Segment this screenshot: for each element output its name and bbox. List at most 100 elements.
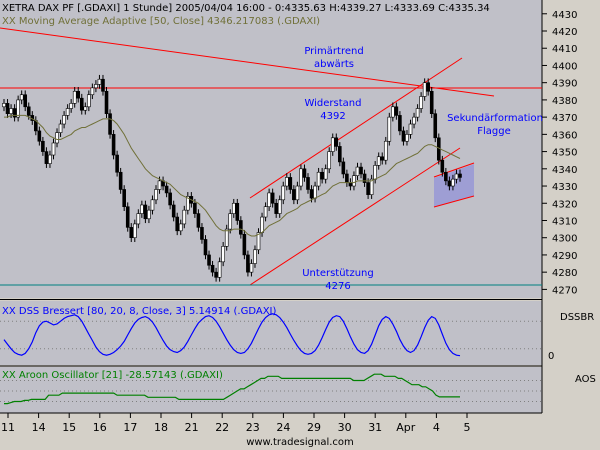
dss-zero-label: 0 — [548, 351, 554, 362]
time-tick-label: 31 — [368, 421, 382, 434]
candle-body — [376, 156, 381, 166]
price-tick-label: 4280 — [552, 268, 577, 279]
aroon-panel — [0, 367, 542, 413]
candle-body — [419, 96, 423, 109]
time-axis-labels: 11 14 15 16 17 18 21 22 23 24 29 30 31 Apr 4 5 — [1, 413, 471, 434]
price-tick-label: 4360 — [552, 130, 577, 141]
candle-body — [224, 228, 229, 247]
candle-body — [383, 140, 388, 161]
candle-body — [249, 263, 254, 273]
candle-body — [97, 78, 102, 85]
candle-body — [348, 182, 353, 187]
annotation-support: Unterstützung — [302, 268, 374, 279]
price-tick-label: 4300 — [552, 234, 577, 245]
candle-body — [44, 151, 49, 164]
candle-body — [242, 233, 247, 256]
candle-body — [51, 142, 56, 156]
candle-body — [122, 189, 126, 208]
candle-body — [210, 264, 215, 273]
price-tick-label: 4320 — [552, 199, 577, 210]
candle-body — [203, 239, 208, 256]
candle-body — [288, 177, 293, 190]
candle-body — [334, 137, 339, 147]
channel-lower-line — [249, 147, 461, 286]
candle-body — [69, 103, 73, 109]
candle-body — [299, 168, 303, 187]
candle-body — [87, 94, 91, 108]
candle-body — [323, 168, 328, 180]
candle-body — [217, 261, 222, 278]
time-tick-label: 5 — [464, 421, 471, 434]
candle-body — [422, 82, 427, 97]
candle-body — [366, 182, 370, 195]
candle-body — [440, 159, 445, 173]
candle-body — [26, 106, 31, 116]
time-tick-label: 24 — [276, 421, 290, 434]
annotation-primary-trend-2: abwärts — [314, 59, 354, 70]
price-tick-label: 4420 — [552, 27, 577, 38]
candle-body — [267, 192, 271, 208]
candle-body — [62, 115, 66, 125]
price-axis-ticks: 4270 4280 4290 4300 4310 4320 4330 4340 4350 4360… — [542, 10, 577, 296]
candle-body — [168, 192, 172, 206]
annotation-support-value: 4276 — [325, 281, 350, 292]
moving-average-line — [4, 114, 461, 237]
candle-body — [186, 196, 190, 211]
candle-body — [55, 132, 59, 144]
candle-body — [154, 189, 158, 201]
candle-body — [143, 204, 148, 220]
candle-body — [302, 168, 307, 178]
dss-panel — [0, 301, 542, 365]
candle-body — [373, 165, 377, 180]
candle-body — [369, 178, 374, 195]
candle-body — [408, 123, 413, 135]
time-tick-label: 29 — [307, 421, 321, 434]
candle-body — [345, 173, 349, 183]
time-tick-label: 21 — [185, 421, 199, 434]
candle-body — [281, 185, 286, 201]
candle-body — [295, 185, 300, 201]
candle-body — [118, 171, 123, 190]
candle-body — [246, 254, 250, 273]
candle-body — [306, 177, 310, 190]
candle-body — [94, 84, 98, 89]
time-tick-label: 18 — [154, 421, 168, 434]
candle-body — [341, 161, 346, 175]
candle-body — [239, 220, 243, 235]
candle-body — [150, 199, 155, 211]
price-header: XETRA DAX PF [.GDAXI] 1 Stunde] 2005/04/… — [2, 3, 490, 14]
dss-legend: XX DSS Bressert [80, 20, 8, Close, 3] 5.… — [2, 306, 276, 317]
candle-body — [454, 173, 459, 180]
candle-body — [260, 216, 264, 233]
time-tick-label: 14 — [32, 421, 46, 434]
candle-body — [426, 82, 430, 92]
candle-body — [316, 171, 321, 187]
price-tick-label: 4350 — [552, 148, 577, 159]
candle-body — [200, 227, 204, 240]
candle-body — [19, 94, 24, 101]
candle-body — [330, 137, 335, 152]
candle-body — [115, 154, 119, 173]
dss-axis-label: DSSBR — [560, 312, 594, 323]
candle-body — [277, 199, 282, 214]
aroon-axis-label: AOS — [575, 374, 596, 385]
candle-body — [429, 90, 434, 114]
candle-body — [256, 232, 261, 251]
candle-body — [37, 130, 42, 142]
candle-body — [355, 166, 360, 176]
annotation-primary-trend: Primärtrend — [304, 46, 363, 57]
candle-body — [228, 213, 233, 230]
annotation-flag: Flagge — [477, 126, 511, 137]
candle-body — [58, 123, 63, 133]
time-tick-label: 11 — [1, 421, 15, 434]
candle-body — [108, 113, 112, 135]
candle-body — [65, 108, 70, 116]
candle-body — [164, 185, 169, 194]
annotation-resistance: Widerstand — [304, 98, 361, 109]
candle-body — [111, 134, 116, 156]
candle-body — [398, 115, 402, 132]
candle-body — [253, 249, 257, 264]
price-tick-label: 4340 — [552, 165, 577, 176]
price-tick-label: 4400 — [552, 61, 577, 72]
